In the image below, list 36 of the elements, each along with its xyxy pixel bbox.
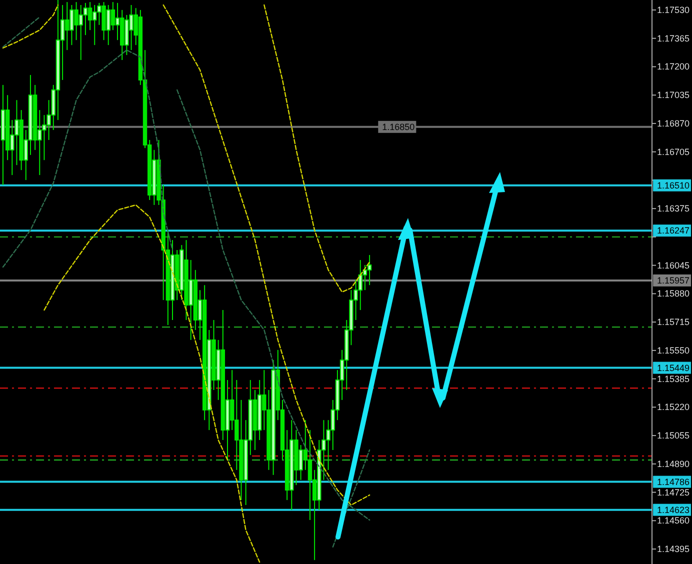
candlestick [308, 430, 312, 520]
y-tick-label: 1.15385 [657, 374, 690, 384]
y-tick-label: 1.16705 [657, 146, 690, 157]
y-tick-label: 1.15055 [657, 430, 690, 441]
candlestick [362, 264, 368, 291]
y-tick-label: 1.17200 [657, 62, 690, 72]
y-tick-label: 1.15220 [657, 402, 690, 412]
y-tick-label: 1.15880 [657, 288, 690, 299]
line-series [264, 4, 370, 293]
y-tick-label: 1.14725 [657, 487, 690, 498]
ref-line-label: 1.14623 [657, 504, 690, 515]
line-series [44, 204, 260, 563]
ref-line-label: 1.15449 [657, 362, 690, 373]
y-tick-label: 1.17365 [657, 33, 690, 44]
y-tick-label: 1.14395 [657, 544, 690, 554]
y-tick-label: 1.15550 [657, 345, 690, 356]
ref-line-label: 1.16510 [657, 180, 690, 190]
line-series [2, 49, 174, 268]
ref-line-label: 1.14786 [657, 476, 690, 487]
y-tick-label: 1.17035 [657, 90, 690, 100]
line-series [162, 4, 370, 506]
candlestick [367, 254, 372, 286]
candlestick [110, 2, 116, 31]
y-tick-label: 1.16045 [657, 260, 690, 270]
candlestick [83, 2, 88, 36]
line-series [2, 4, 59, 49]
ref-line-label: 1.15957 [657, 275, 690, 286]
candlestick [88, 2, 92, 31]
y-tick-label: 1.15715 [657, 317, 690, 328]
y-tick-label: 1.14890 [657, 458, 690, 469]
y-tick-label: 1.14560 [657, 516, 690, 526]
y-tick-label: 1.16870 [657, 118, 690, 128]
ref-line-label: 1.16850 [382, 122, 415, 132]
ref-line-label: 1.16247 [657, 226, 690, 236]
y-tick-label: 1.17530 [657, 4, 690, 15]
y-tick-label: 1.16375 [657, 204, 690, 214]
